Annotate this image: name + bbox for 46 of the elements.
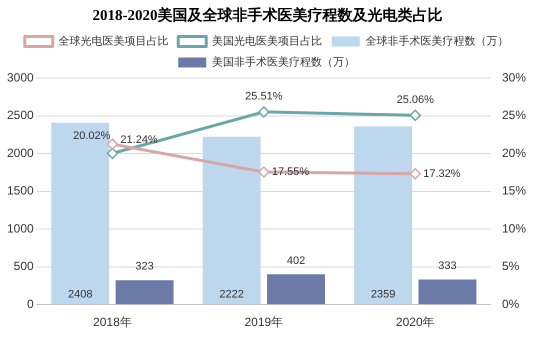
point xyxy=(106,138,118,150)
y-tick-label: 500 xyxy=(14,259,34,274)
y2-tick-label: 15% xyxy=(502,184,526,198)
y2-tick-label: 5% xyxy=(502,259,520,274)
y-tick-label: 3000 xyxy=(6,70,34,84)
y2-tick-label: 20% xyxy=(502,146,526,160)
data-label: 21.24% xyxy=(120,134,158,146)
x-tick-label: 2018年 xyxy=(93,315,132,330)
bar xyxy=(51,122,110,304)
point xyxy=(106,148,118,160)
bar xyxy=(116,280,174,304)
legend-label: 美国光电医美项目占比 xyxy=(212,34,322,48)
legend-label: 美国非手术医美疗程数（万） xyxy=(212,56,355,69)
data-label: 323 xyxy=(135,260,154,273)
y2-tick-label: 0% xyxy=(502,296,520,311)
data-label: 17.55% xyxy=(272,166,310,178)
data-label: 2359 xyxy=(370,288,396,301)
data-label: 25.06% xyxy=(396,94,434,106)
x-tick-label: 2020年 xyxy=(396,315,435,330)
y2-tick-label: 25% xyxy=(502,108,526,122)
data-label: 17.32% xyxy=(423,168,461,180)
data-label: 333 xyxy=(438,260,457,272)
data-label: 20.02% xyxy=(73,130,111,142)
legend-label: 全球非手术医美疗程数（万） xyxy=(365,34,508,48)
x-tick-label: 2019年 xyxy=(244,315,284,330)
data-label: 25.51% xyxy=(245,90,283,102)
point xyxy=(258,106,270,118)
bar xyxy=(202,136,261,304)
y-tick-label: 1000 xyxy=(6,221,34,236)
bar xyxy=(354,126,412,304)
bar xyxy=(267,274,325,304)
point xyxy=(410,110,422,122)
data-label: 402 xyxy=(286,254,306,267)
point xyxy=(410,168,422,180)
chart-title: 2018-2020美国及全球非手术医美疗程数及光电类占比 xyxy=(92,6,444,26)
data-label: 2222 xyxy=(219,288,244,301)
legend-label: 全球光电医美项目占比 xyxy=(58,34,168,48)
y-tick-label: 2500 xyxy=(6,108,34,122)
y2-tick-label: 10% xyxy=(502,221,526,236)
bar xyxy=(418,279,476,304)
point xyxy=(258,166,270,178)
y2-tick-label: 30% xyxy=(502,70,526,84)
y-tick-label: 1500 xyxy=(6,184,34,198)
y-tick-label: 2000 xyxy=(6,146,34,160)
data-label: 2408 xyxy=(68,288,92,301)
y-tick-label: 0 xyxy=(27,296,34,311)
